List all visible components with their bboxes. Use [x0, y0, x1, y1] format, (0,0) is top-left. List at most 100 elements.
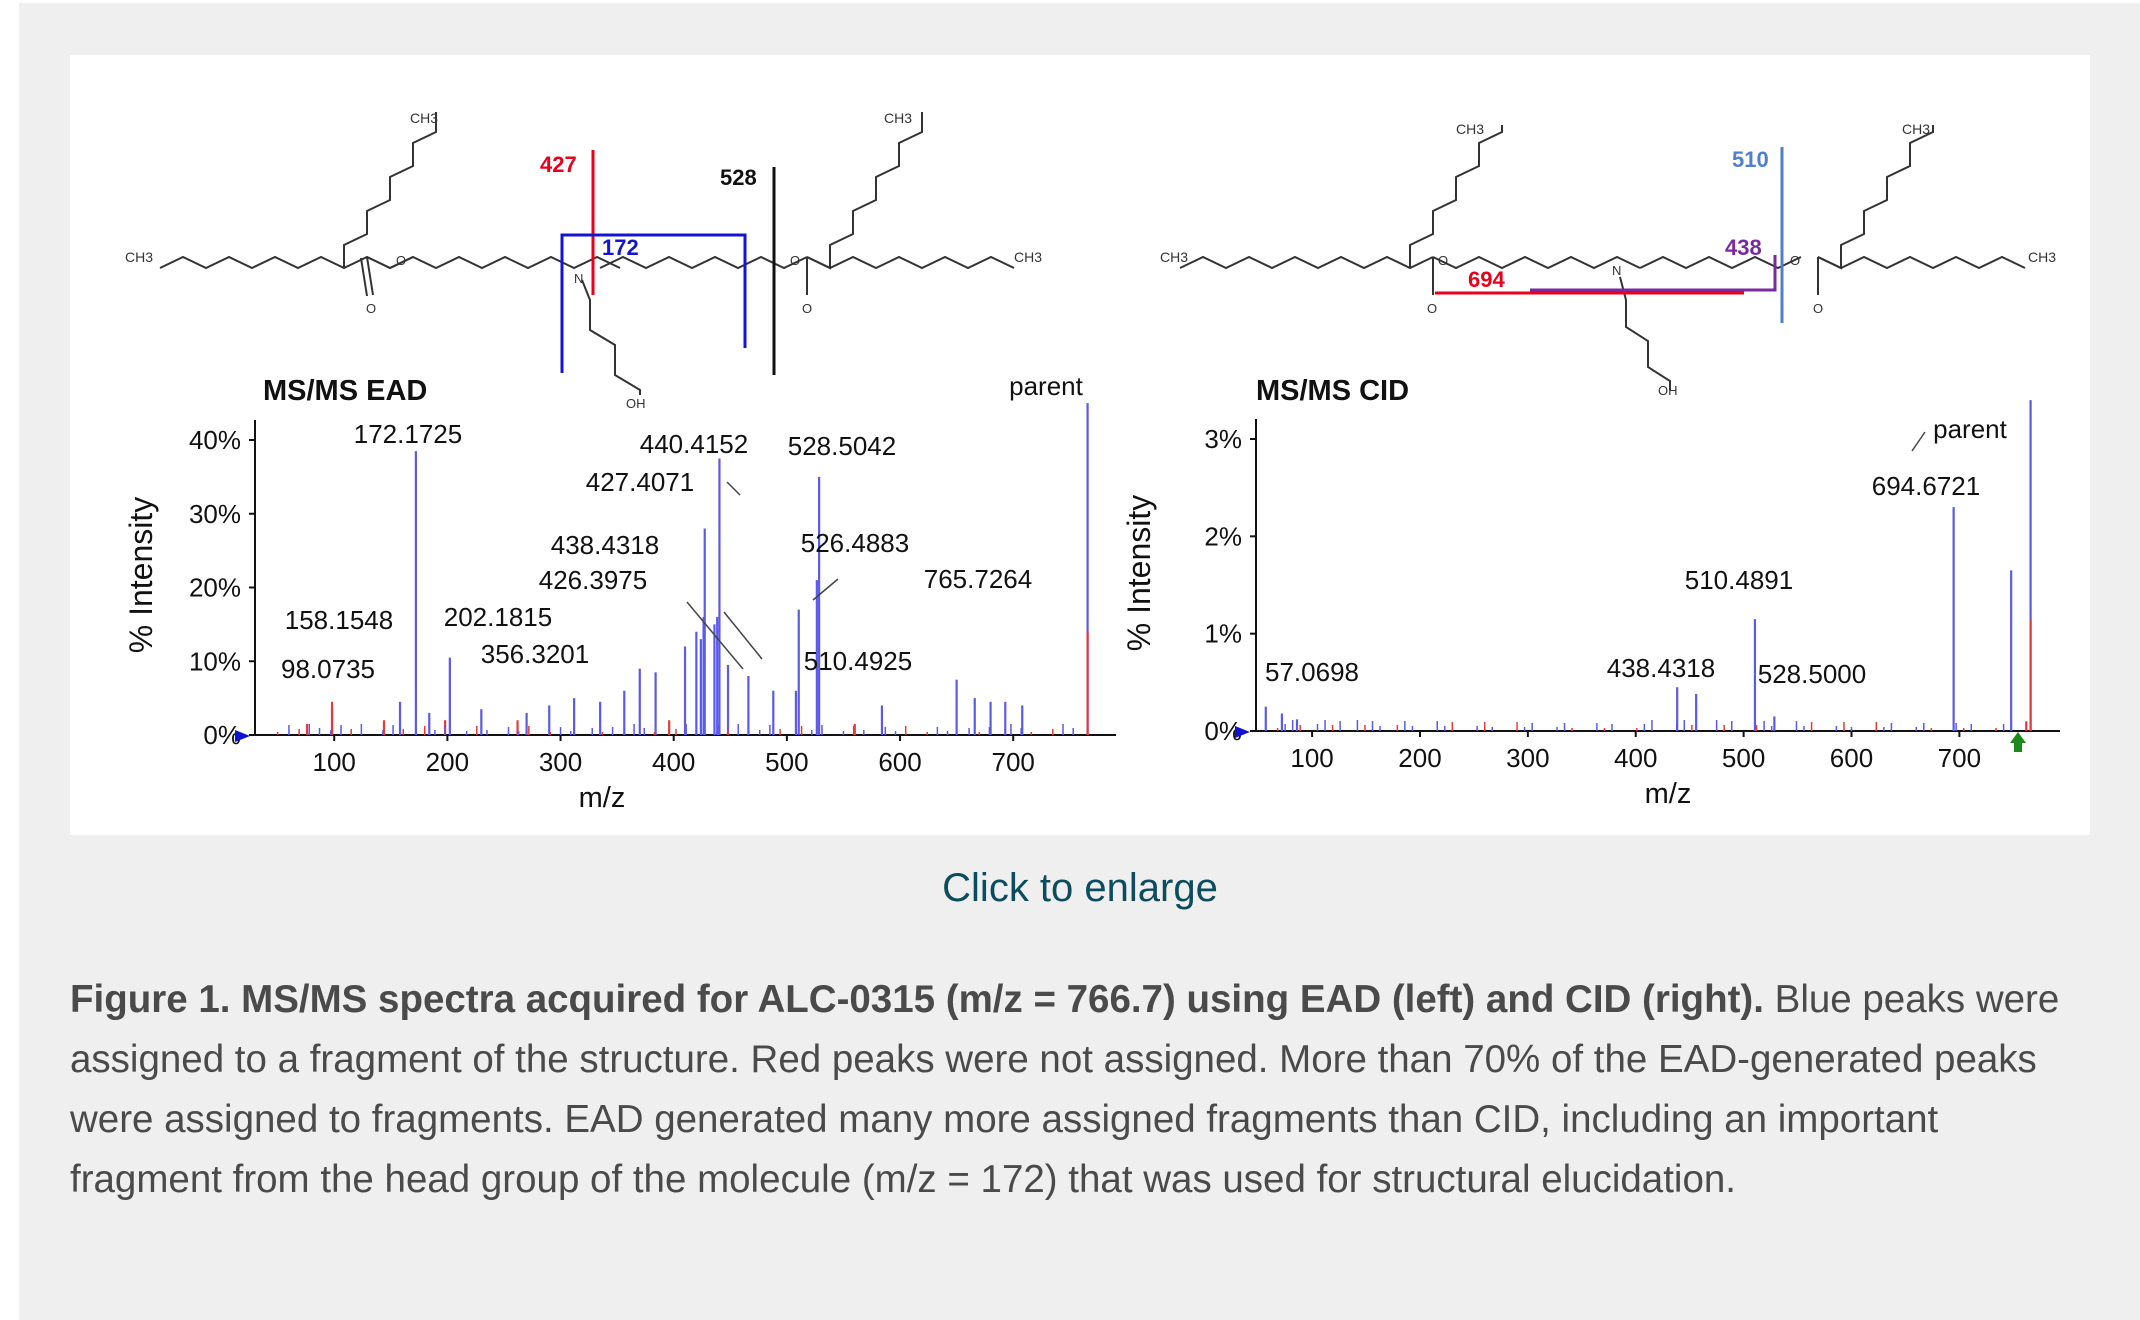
ead-peak-label: 440.4152 [640, 429, 748, 459]
ead-peak-label: 427.4071 [586, 467, 694, 497]
cid-right-chain [1817, 255, 2026, 270]
caption-title: Figure 1. MS/MS spectra acquired for ALC… [70, 978, 1764, 1021]
cid-chart: MS/MS CID parent % Intensity m/z 0%1%2%3… [1121, 375, 2060, 810]
cid-right-branch [1817, 125, 1934, 270]
cid-head-chain [1619, 276, 1671, 390]
ead-cut-172-bracket [560, 233, 747, 373]
ead-peak-label: 202.1815 [444, 602, 552, 632]
ead-zero-marker-icon [235, 730, 250, 742]
cid-x-tick-label: 400 [1614, 743, 1657, 773]
ead-left-branch [343, 112, 437, 268]
ead-peaks [276, 403, 1089, 735]
ead-y-tick-label: 0% [203, 720, 241, 750]
cid-left-ester-chain [1432, 255, 1641, 270]
cid-y-tick-label: 3% [1204, 424, 1242, 454]
cid-ch3-left: CH3 [1160, 249, 1188, 265]
ead-ch3-top-right: CH3 [884, 110, 912, 126]
cid-right-ester-chain [1639, 255, 1802, 270]
ead-x-tick-label: 400 [652, 747, 695, 777]
cid-leader-lines [1911, 431, 1926, 452]
ead-peak-label: 426.3975 [539, 565, 647, 595]
ead-leader-line [812, 578, 839, 601]
ead-left-ester-chain [366, 255, 621, 270]
ead-peak-label: 528.5042 [788, 431, 896, 461]
cid-peak-label: 438.4318 [1607, 653, 1715, 683]
ead-peak-labels: 172.1725 440.4152 528.5042 427.4071 438.4318… [281, 419, 1032, 684]
ead-n-atom: N [574, 271, 583, 286]
cid-left-branch [1409, 125, 1503, 268]
ead-x-tick-label: 200 [426, 747, 469, 777]
cid-cut-510-label: 510 [1732, 147, 1769, 172]
ead-axes: 0% 10% 20% 30% 40% 100 200 300 400 500 600 700 [189, 420, 1116, 777]
cid-cut-438-label: 438 [1725, 235, 1762, 260]
ead-x-tick-label: 700 [992, 747, 1035, 777]
cid-x-tick-label: 100 [1290, 743, 1333, 773]
ead-leader-lines [686, 481, 839, 670]
ead-right-chain [806, 255, 1015, 270]
cid-y-axis-label: % Intensity [1121, 495, 1157, 652]
cid-ch3-top-left: CH3 [1456, 121, 1484, 137]
cid-y-tick-label: 1% [1204, 619, 1242, 649]
cid-left-chain [1179, 255, 1434, 270]
ead-peak-label: 510.4925 [804, 646, 912, 676]
cid-zero-marker-icon [1235, 726, 1250, 738]
cid-x-axis-label: m/z [1645, 778, 1692, 810]
ead-right-branch [806, 112, 923, 270]
cid-o-left: O [1438, 253, 1448, 268]
ead-left-chain [159, 255, 414, 270]
cid-peak-label: 510.4891 [1685, 565, 1793, 595]
cid-cut-694-label: 694 [1468, 267, 1505, 292]
ead-o-left: O [396, 253, 406, 268]
cid-parent-label: parent [1933, 414, 2007, 444]
ead-left-carbonyl [366, 256, 374, 296]
ead-y-tick-label: 40% [189, 425, 241, 455]
cid-x-tick-label: 600 [1830, 743, 1873, 773]
ead-cut-172-label: 172 [602, 235, 639, 260]
ead-leader-line [723, 611, 763, 660]
cid-o-right: O [1790, 253, 1800, 268]
ead-oh: OH [626, 396, 646, 411]
cid-x-tick-label: 200 [1398, 743, 1441, 773]
ead-chart-title: MS/MS EAD [263, 375, 427, 407]
ead-ch3-right: CH3 [1014, 249, 1042, 265]
ead-y-tick-label: 20% [189, 573, 241, 603]
figure-image[interactable]: CH3 CH3 CH3 CH3 O O O O N OH 427 528 172… [70, 55, 2090, 835]
ead-peak-label: 172.1725 [354, 419, 462, 449]
cid-y-tick-label: 2% [1204, 521, 1242, 551]
cid-peaks [1264, 400, 2032, 731]
cid-cut-438-line [1530, 255, 1777, 292]
cid-leader-line [1911, 431, 1926, 452]
ead-x-tick-label: 600 [878, 747, 921, 777]
ead-o-carbonyl-left: O [366, 301, 376, 316]
cid-o-carbonyl-right: O [1813, 301, 1823, 316]
ead-cut-528-label: 528 [720, 165, 757, 190]
click-to-enlarge-link[interactable]: Click to enlarge [942, 866, 1218, 910]
cid-x-tick-label: 300 [1506, 743, 1549, 773]
cid-parent-arrow-icon [2010, 732, 2026, 752]
ead-leader-line [726, 481, 741, 496]
ead-y-tick-label: 30% [189, 499, 241, 529]
cid-peak-label: 528.5000 [1758, 659, 1866, 689]
caption-body: Blue peaks were assigned to a fragment o… [70, 978, 2060, 1201]
figure-caption: Figure 1. MS/MS spectra acquired for ALC… [70, 970, 2100, 1210]
ead-head-chain [581, 279, 641, 395]
ead-cut-427-label: 427 [540, 152, 577, 177]
ead-peak-label: 526.4883 [801, 528, 909, 558]
ead-x-tick-label: 100 [313, 747, 356, 777]
cid-ch3-top-right: CH3 [1902, 121, 1930, 137]
cid-peak-labels: 57.0698 438.4318 510.4891 528.5000 694.6721 [1265, 471, 1980, 689]
cid-ch3-right: CH3 [2028, 249, 2056, 265]
ead-leader-line [686, 601, 744, 670]
cid-peak-label: 57.0698 [1265, 657, 1359, 687]
ead-peak-label: 765.7264 [924, 564, 1032, 594]
ead-ch3-top-left: CH3 [410, 110, 438, 126]
cid-o-carbonyl-left: O [1427, 301, 1437, 316]
ead-peak-label: 356.3201 [481, 639, 589, 669]
ead-peak-label: 98.0735 [281, 654, 375, 684]
ead-x-axis-label: m/z [579, 782, 626, 814]
ead-chart: MS/MS EAD parent % Intensity m/z 0% 10% 20… [123, 371, 1116, 814]
ead-x-tick-label: 300 [539, 747, 582, 777]
figure-svg: CH3 CH3 CH3 CH3 O O O O N OH 427 528 172… [123, 110, 2060, 814]
ead-x-tick-label: 500 [765, 747, 808, 777]
cid-peak-label: 694.6721 [1872, 471, 1980, 501]
